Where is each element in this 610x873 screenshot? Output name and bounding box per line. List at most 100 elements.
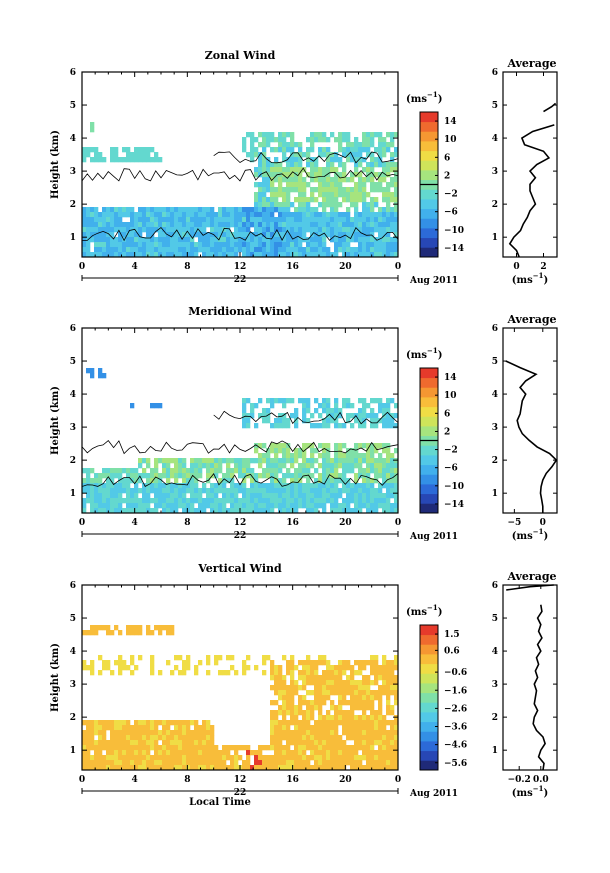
heatmap-cell bbox=[166, 740, 171, 746]
heatmap-cell bbox=[122, 227, 127, 233]
heatmap-cell bbox=[134, 665, 139, 671]
heatmap-cell bbox=[378, 695, 383, 701]
heatmap-cell bbox=[354, 458, 359, 464]
heatmap-cell bbox=[322, 403, 327, 409]
colorbar-tick-label: 14 bbox=[444, 117, 457, 127]
heatmap-cell bbox=[290, 227, 295, 233]
heatmap-cell bbox=[346, 675, 351, 681]
heatmap-cell bbox=[210, 755, 215, 761]
heatmap-cell bbox=[134, 212, 139, 218]
colorbar-tick-label: −6 bbox=[444, 464, 458, 474]
heatmap-cell bbox=[346, 222, 351, 228]
heatmap-cell bbox=[358, 503, 363, 509]
heatmap-cell bbox=[378, 740, 383, 746]
heatmap-cell bbox=[390, 503, 395, 509]
heatmap-cell bbox=[294, 508, 299, 514]
heatmap-cell bbox=[366, 232, 371, 238]
heatmap-cell bbox=[126, 625, 131, 631]
heatmap-cell bbox=[174, 212, 179, 218]
heatmap-cell bbox=[298, 750, 303, 756]
heatmap-cell bbox=[314, 177, 319, 183]
heatmap-cell bbox=[90, 670, 95, 676]
heatmap-cell bbox=[98, 760, 103, 766]
heatmap-cell bbox=[314, 745, 319, 751]
heatmap-cell bbox=[162, 242, 167, 248]
heatmap-cell bbox=[186, 745, 191, 751]
heatmap-cell bbox=[350, 725, 355, 731]
profile-line-segment bbox=[506, 584, 554, 591]
heatmap-cell bbox=[306, 157, 311, 163]
heatmap-cell bbox=[238, 503, 243, 509]
heatmap-cell bbox=[326, 172, 331, 178]
heatmap-cell bbox=[238, 237, 243, 243]
heatmap-cell bbox=[254, 197, 259, 203]
heatmap-cell bbox=[186, 252, 191, 258]
heatmap-cell bbox=[326, 202, 331, 208]
heatmap-cell bbox=[334, 665, 339, 671]
heatmap-cell bbox=[246, 217, 251, 223]
heatmap-cell bbox=[234, 252, 239, 258]
heatmap-cell bbox=[290, 187, 295, 193]
heatmap-cell bbox=[286, 705, 291, 711]
heatmap-cell bbox=[278, 237, 283, 243]
colorbar-tick-label: −10 bbox=[444, 226, 464, 236]
heatmap-cell bbox=[258, 398, 263, 404]
heatmap-cell bbox=[114, 157, 119, 163]
heatmap-cell bbox=[330, 705, 335, 711]
heatmap-cell bbox=[290, 458, 295, 464]
heatmap-cell bbox=[190, 463, 195, 469]
heatmap-cell bbox=[326, 498, 331, 504]
heatmap-cell bbox=[366, 167, 371, 173]
heatmap-cell bbox=[326, 725, 331, 731]
heatmap-cell bbox=[226, 670, 231, 676]
heatmap-cell bbox=[298, 675, 303, 681]
heatmap-cell bbox=[154, 488, 159, 494]
heatmap-cell bbox=[334, 705, 339, 711]
colorbar-swatch bbox=[420, 692, 438, 703]
heatmap-cell bbox=[338, 493, 343, 499]
heatmap-cell bbox=[106, 232, 111, 238]
heatmap-cell bbox=[238, 222, 243, 228]
heatmap-cell bbox=[266, 488, 271, 494]
heatmap-cell bbox=[254, 217, 259, 223]
heatmap-cell bbox=[234, 508, 239, 514]
heatmap-cell bbox=[302, 493, 307, 499]
heatmap-cell bbox=[286, 725, 291, 731]
heatmap-cell bbox=[270, 675, 275, 681]
heatmap-cell bbox=[322, 147, 327, 153]
heatmap-cell bbox=[226, 488, 231, 494]
heatmap-cell bbox=[298, 760, 303, 766]
heatmap-cell bbox=[242, 498, 247, 504]
heatmap-cell bbox=[230, 503, 235, 509]
heatmap-cell bbox=[342, 755, 347, 761]
heatmap-cell bbox=[290, 660, 295, 666]
heatmap-cell bbox=[182, 660, 187, 666]
heatmap-cell bbox=[374, 690, 379, 696]
heatmap-cell bbox=[106, 473, 111, 479]
heatmap-cell bbox=[90, 493, 95, 499]
heatmap-cell bbox=[338, 212, 343, 218]
heatmap-cell bbox=[342, 690, 347, 696]
heatmap-cell bbox=[306, 147, 311, 153]
heatmap-cell bbox=[90, 503, 95, 509]
heatmap-cell bbox=[290, 247, 295, 253]
date-right-label: Aug 2011 bbox=[409, 789, 458, 799]
heatmap-cell bbox=[226, 493, 231, 499]
heatmap-cell bbox=[330, 418, 335, 424]
heatmap-cell bbox=[346, 232, 351, 238]
heatmap-cell bbox=[294, 705, 299, 711]
heatmap-cell bbox=[242, 408, 247, 414]
heatmap-cell bbox=[270, 403, 275, 409]
heatmap-cell bbox=[262, 765, 267, 771]
heatmap-cell bbox=[302, 715, 307, 721]
heatmap-cell bbox=[86, 483, 91, 489]
heatmap-cell bbox=[298, 237, 303, 243]
contour-path bbox=[81, 440, 399, 455]
heatmap-cell bbox=[170, 493, 175, 499]
heatmap-cell bbox=[242, 473, 247, 479]
heatmap-cell bbox=[282, 137, 287, 143]
heatmap-cell bbox=[326, 187, 331, 193]
heatmap-cell bbox=[390, 468, 395, 474]
heatmap-cell bbox=[362, 675, 367, 681]
heatmap-cell bbox=[146, 503, 151, 509]
